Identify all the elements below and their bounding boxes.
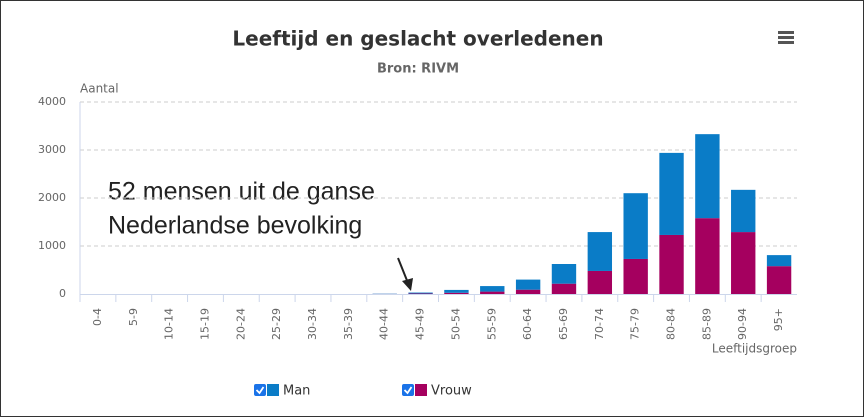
bar (551, 264, 577, 284)
bar (515, 289, 541, 294)
annotation-arrow (397, 257, 409, 284)
x-tick-label: 40-44 (378, 308, 391, 340)
bar (515, 279, 541, 290)
x-tick-label: 45-49 (414, 308, 427, 340)
chart-title: Leeftijd en geslacht overledenen (232, 27, 603, 51)
bar (766, 266, 792, 294)
chart-subtitle: Bron: RIVM (377, 62, 459, 77)
legend-label: Vrouw (431, 384, 472, 399)
legend-item[interactable]: Vrouw (402, 384, 472, 399)
legend-swatch (267, 384, 279, 396)
x-tick-label: 50-54 (449, 308, 462, 340)
bar (623, 193, 648, 259)
bar (731, 189, 756, 233)
bar (695, 218, 720, 294)
x-axis-label: Leeftijdsgroep (712, 342, 797, 356)
x-tick-label: 95+ (772, 308, 785, 331)
bar (659, 152, 684, 235)
bar (731, 232, 756, 294)
x-tick-label: 65-69 (557, 308, 570, 340)
bar (551, 283, 577, 294)
legend-label: Man (283, 384, 310, 399)
x-tick-label: 25-29 (270, 308, 283, 340)
bar (587, 232, 613, 271)
x-tick-label: 85-89 (700, 308, 713, 340)
annotation-arrowhead (402, 278, 413, 291)
y-tick-label: 2000 (38, 191, 66, 204)
menu-bar (778, 41, 794, 44)
legend-item[interactable]: Man (254, 384, 310, 399)
x-tick-label: 60-64 (521, 308, 534, 340)
menu-button[interactable] (778, 31, 794, 44)
legend-swatch (415, 384, 427, 396)
checkmark (403, 386, 413, 395)
menu-bar (778, 36, 794, 39)
annotation: 52 mensen uit de ganse (108, 178, 375, 206)
bar (408, 292, 433, 294)
x-tick-label: 5-9 (127, 308, 140, 326)
checkmark (255, 386, 265, 395)
bar (623, 258, 648, 294)
x-tick-label: 35-39 (342, 308, 355, 340)
x-tick-label: 80-84 (665, 308, 678, 340)
x-tick-label: 15-19 (198, 308, 211, 340)
bar (659, 234, 684, 294)
x-tick-label: 55-59 (485, 308, 498, 340)
bar (695, 134, 720, 219)
menu-bar (778, 31, 794, 34)
x-tick-label: 75-79 (629, 308, 642, 340)
y-axis-label: Aantal (80, 82, 119, 96)
y-tick-label: 0 (59, 287, 66, 300)
bar (480, 291, 505, 294)
x-tick-label: 30-34 (306, 308, 319, 340)
x-tick-label: 0-4 (91, 308, 104, 326)
x-tick-label: 90-94 (736, 308, 749, 340)
x-tick-label: 10-14 (163, 308, 176, 340)
y-tick-label: 4000 (38, 95, 66, 108)
bar (587, 270, 613, 294)
bar (444, 292, 469, 294)
annotation: Nederlandse bevolking (108, 212, 362, 240)
bar (766, 255, 792, 267)
bar (480, 286, 505, 292)
legend-checkbox[interactable] (402, 384, 414, 396)
x-tick-label: 20-24 (234, 308, 247, 340)
legend-checkbox[interactable] (254, 384, 266, 396)
y-tick-label: 1000 (38, 239, 66, 252)
bar (444, 289, 469, 293)
y-tick-label: 3000 (38, 143, 66, 156)
x-tick-label: 70-74 (593, 308, 606, 340)
